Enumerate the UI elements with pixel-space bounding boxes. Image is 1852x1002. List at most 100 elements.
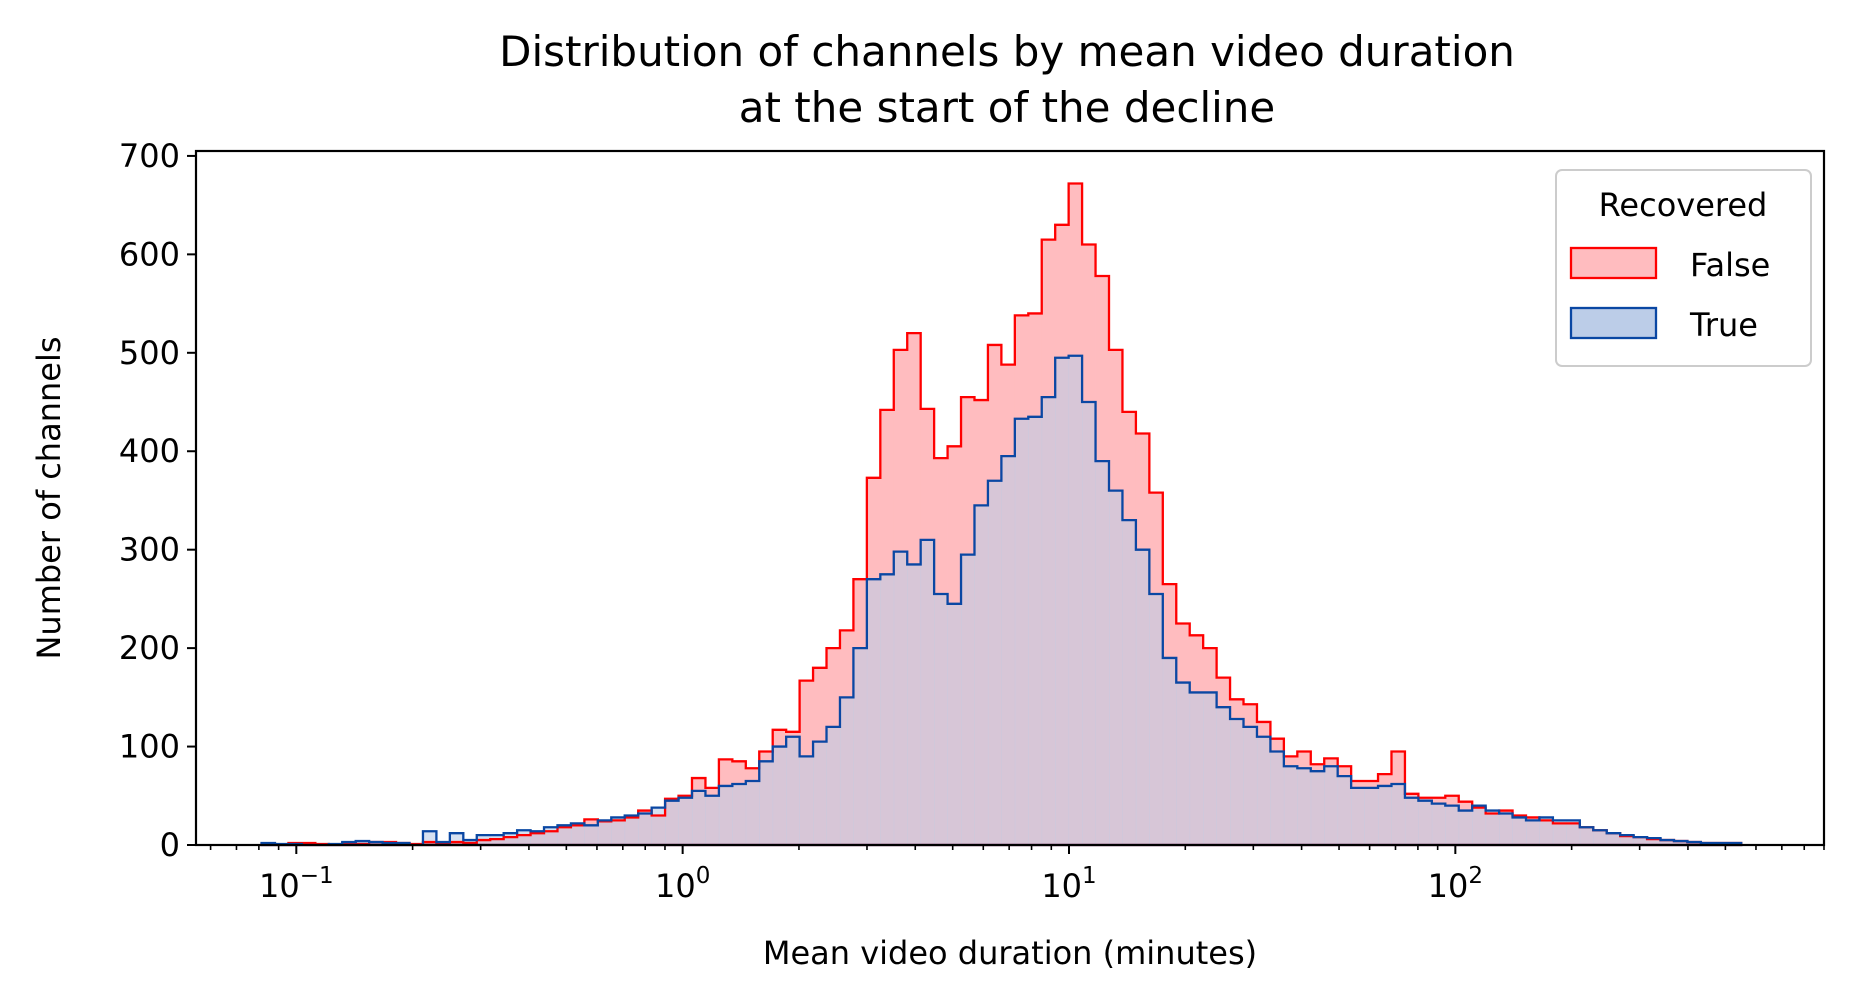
histogram-bar bbox=[369, 842, 383, 845]
histogram-bar bbox=[584, 825, 599, 845]
histogram-bar bbox=[1014, 418, 1029, 845]
histogram-bar bbox=[759, 761, 774, 845]
legend-swatch-false bbox=[1569, 246, 1658, 280]
histogram-bar bbox=[1593, 830, 1608, 845]
histogram-bar bbox=[866, 579, 881, 845]
legend-label-false: False bbox=[1690, 246, 1770, 284]
histogram-bar bbox=[638, 813, 653, 845]
legend: Recovered False True bbox=[1555, 169, 1812, 367]
histogram-bar bbox=[1431, 803, 1446, 845]
histogram-bar bbox=[624, 815, 639, 845]
x-tick-label: 102 bbox=[1428, 863, 1483, 905]
histogram-bar bbox=[1310, 771, 1325, 845]
histogram-bar bbox=[1283, 766, 1298, 845]
histogram-bar bbox=[665, 800, 679, 845]
histogram-bar bbox=[1001, 456, 1016, 845]
histogram-bar bbox=[1391, 783, 1406, 845]
histogram-bar bbox=[974, 505, 989, 845]
histogram-bar bbox=[799, 756, 814, 845]
histogram-bar bbox=[920, 539, 935, 845]
histogram-bar bbox=[1082, 402, 1096, 845]
histogram-bar bbox=[961, 554, 975, 845]
chart-title-line-2: at the start of the decline bbox=[739, 83, 1276, 132]
histogram-bar bbox=[1203, 692, 1218, 845]
histogram-bar bbox=[1620, 835, 1635, 845]
histogram-bar bbox=[651, 807, 666, 845]
histogram-bar bbox=[1028, 416, 1043, 845]
histogram-bar bbox=[1095, 461, 1110, 845]
histogram-bar bbox=[987, 480, 1002, 845]
histogram-bar bbox=[503, 833, 518, 845]
histogram-bar bbox=[1109, 490, 1123, 845]
x-axis-label: Mean video duration (minutes) bbox=[763, 934, 1257, 972]
histogram-bar bbox=[732, 783, 747, 845]
histogram-bar bbox=[934, 593, 948, 845]
histogram-bar bbox=[611, 817, 626, 845]
histogram-bar bbox=[517, 830, 531, 845]
y-tick-label: 500 bbox=[119, 334, 180, 372]
histogram-bar bbox=[907, 564, 922, 845]
axes-frame bbox=[194, 149, 1826, 847]
histogram-bar bbox=[1633, 837, 1648, 845]
histogram-bar bbox=[1566, 820, 1581, 845]
histogram-bar bbox=[1162, 657, 1177, 845]
histogram-bar bbox=[1579, 827, 1594, 845]
histogram-bar bbox=[1230, 719, 1244, 845]
histogram-bar bbox=[1270, 751, 1285, 845]
legend-label-true: True bbox=[1689, 306, 1758, 344]
histogram-bar bbox=[1660, 840, 1675, 845]
histogram-bar bbox=[678, 797, 693, 845]
histogram-bar bbox=[1458, 810, 1473, 845]
histogram-bar bbox=[786, 736, 801, 845]
y-tick-label: 400 bbox=[119, 432, 180, 470]
histogram-bar bbox=[1606, 833, 1621, 845]
histogram-bar bbox=[1418, 800, 1433, 845]
histogram-bar bbox=[718, 785, 733, 845]
histogram-bar bbox=[1378, 785, 1392, 845]
histogram-bar bbox=[853, 648, 868, 845]
histogram-bar bbox=[1324, 766, 1339, 845]
histogram-bar bbox=[1512, 817, 1527, 845]
histogram-bar bbox=[1687, 842, 1702, 845]
histogram-bar bbox=[772, 746, 787, 845]
series-true-bars bbox=[261, 355, 1742, 845]
histogram-bar bbox=[1216, 707, 1231, 845]
histogram-bar bbox=[1297, 768, 1312, 845]
histogram-bar bbox=[1485, 810, 1500, 845]
x-tick-label: 100 bbox=[655, 863, 710, 905]
histogram-bar bbox=[1526, 820, 1540, 845]
histogram-bar bbox=[1539, 817, 1554, 845]
histogram-bar bbox=[826, 726, 841, 845]
histogram-bar bbox=[1041, 397, 1056, 845]
histogram-bar bbox=[449, 833, 464, 845]
histogram-bar bbox=[1499, 813, 1513, 845]
chart-title: Distribution of channels by mean video d… bbox=[499, 27, 1515, 132]
y-axis-ticks: 0 100 200 300 400 500 600 700 bbox=[119, 137, 196, 864]
y-tick-label: 600 bbox=[119, 235, 180, 273]
histogram-bar bbox=[530, 831, 545, 845]
histogram-bar bbox=[1135, 549, 1150, 845]
histogram-bar bbox=[1122, 520, 1137, 845]
histogram-bar bbox=[570, 823, 585, 845]
histogram-steps bbox=[260, 182, 1743, 847]
series-false-step-line bbox=[260, 182, 1743, 847]
histogram-bar bbox=[691, 790, 706, 845]
x-axis-ticks: 10−1 100 101 102 bbox=[209, 845, 1825, 905]
histogram-bar bbox=[745, 781, 760, 845]
histogram-bar bbox=[893, 551, 908, 845]
histogram-bar bbox=[1472, 805, 1487, 845]
histogram-bar bbox=[880, 574, 895, 845]
histogram-bar bbox=[1176, 682, 1191, 845]
histogram-bar bbox=[1552, 820, 1567, 845]
histogram-bar bbox=[1445, 805, 1460, 845]
x-tick-label: 101 bbox=[1041, 863, 1096, 905]
histogram-bar bbox=[1243, 726, 1258, 845]
histogram-bar bbox=[839, 697, 854, 845]
histogram-bar bbox=[597, 820, 612, 845]
series-true-step-line bbox=[260, 354, 1743, 847]
histogram-bar bbox=[1351, 787, 1365, 845]
histogram-bar bbox=[1364, 787, 1379, 845]
histogram-bar bbox=[1068, 355, 1083, 845]
legend-title: Recovered bbox=[1599, 186, 1768, 224]
